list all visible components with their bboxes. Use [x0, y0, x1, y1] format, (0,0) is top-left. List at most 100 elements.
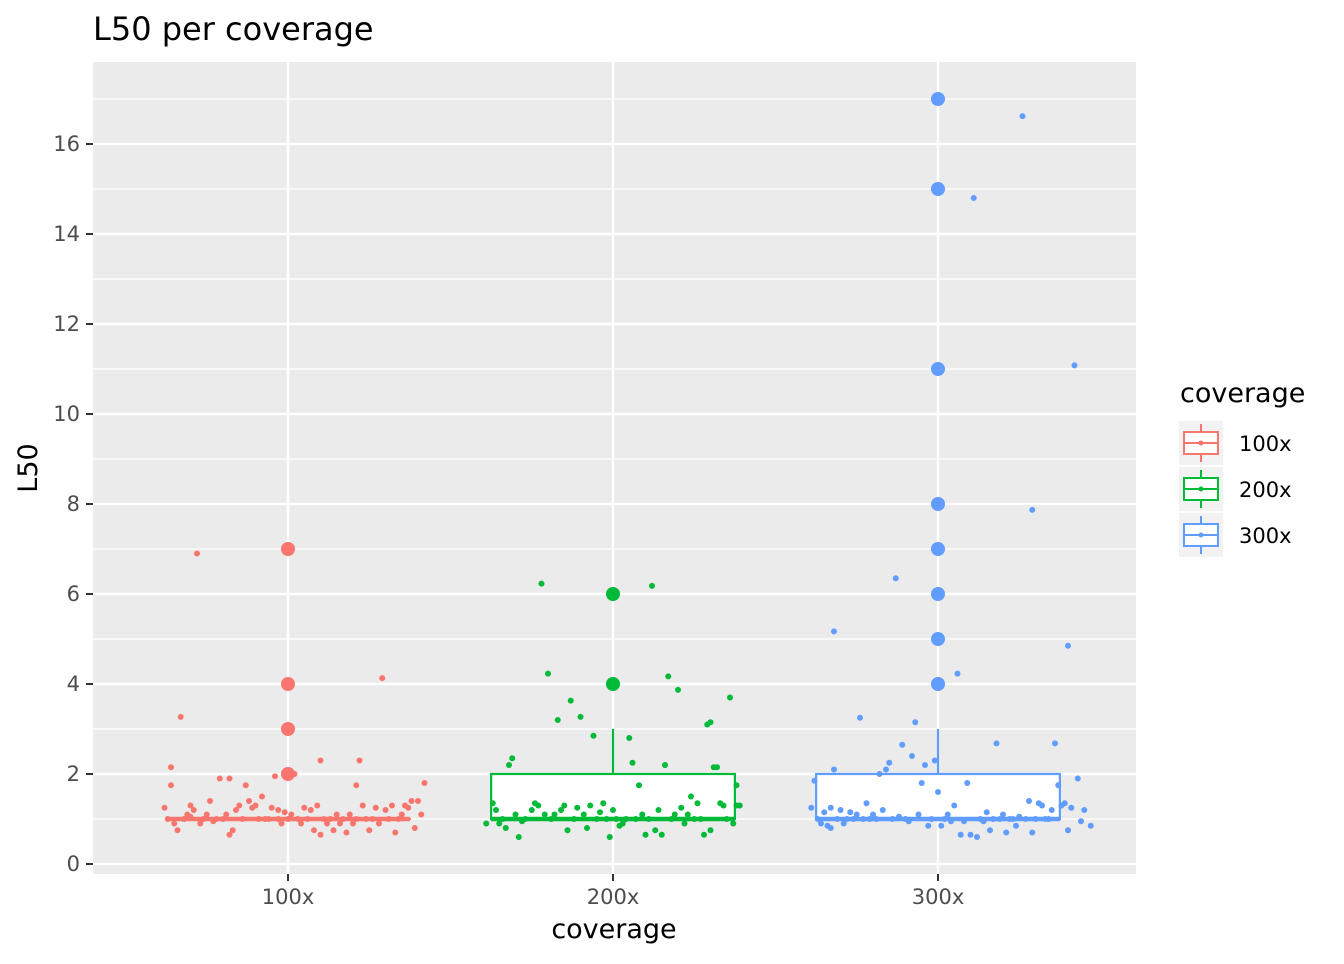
- jitter-point-100x: [272, 773, 278, 779]
- jitter-point-100x: [363, 816, 369, 822]
- jitter-point-300x: [912, 719, 918, 725]
- jitter-point-300x: [1075, 776, 1081, 782]
- jitter-point-300x: [1010, 816, 1016, 822]
- jitter-point-100x: [165, 816, 171, 822]
- jitter-point-200x: [500, 816, 506, 822]
- jitter-point-300x: [932, 758, 938, 764]
- jitter-point-100x: [194, 551, 200, 557]
- legend-title: coverage: [1180, 378, 1305, 409]
- jitter-point-100x: [168, 764, 174, 770]
- jitter-point-100x: [340, 816, 346, 822]
- legend-label: 300x: [1239, 524, 1292, 548]
- jitter-point-300x: [1020, 113, 1026, 119]
- jitter-point-100x: [246, 798, 252, 804]
- jitter-point-300x: [880, 807, 886, 813]
- jitter-point-300x: [821, 809, 827, 815]
- jitter-point-300x: [1029, 507, 1035, 513]
- jitter-point-200x: [626, 735, 632, 741]
- jitter-point-300x: [890, 816, 896, 822]
- outlier-point: [281, 722, 295, 736]
- jitter-point-300x: [981, 818, 987, 824]
- jitter-point-200x: [539, 581, 545, 587]
- jitter-point-100x: [422, 780, 428, 786]
- jitter-point-200x: [639, 812, 645, 818]
- jitter-point-300x: [847, 809, 853, 815]
- jitter-point-300x: [886, 760, 892, 766]
- jitter-point-100x: [256, 816, 262, 822]
- jitter-point-300x: [1078, 818, 1084, 824]
- jitter-point-100x: [217, 776, 223, 782]
- jitter-point-300x: [984, 809, 990, 815]
- jitter-point-300x: [1065, 827, 1071, 833]
- jitter-point-200x: [483, 821, 489, 827]
- jitter-point-200x: [493, 807, 499, 813]
- jitter-point-100x: [305, 816, 311, 822]
- jitter-point-100x: [327, 816, 333, 822]
- jitter-point-200x: [568, 698, 574, 704]
- jitter-point-300x: [938, 823, 944, 829]
- jitter-point-200x: [643, 832, 649, 838]
- jitter-point-200x: [506, 762, 512, 768]
- jitter-point-100x: [308, 807, 314, 813]
- jitter-point-300x: [968, 832, 974, 838]
- legend-label: 100x: [1239, 432, 1292, 456]
- jitter-point-200x: [691, 816, 697, 822]
- jitter-point-100x: [188, 814, 194, 820]
- jitter-point-300x: [958, 832, 964, 838]
- jitter-point-100x: [334, 812, 340, 818]
- jitter-point-200x: [591, 733, 597, 739]
- jitter-point-200x: [656, 807, 662, 813]
- jitter-point-300x: [812, 778, 818, 784]
- jitter-point-100x: [314, 803, 320, 809]
- jitter-point-200x: [623, 816, 629, 822]
- jitter-point-100x: [383, 807, 389, 813]
- jitter-point-300x: [1049, 807, 1055, 813]
- y-tick-label: 2: [67, 762, 80, 786]
- jitter-point-100x: [301, 805, 307, 811]
- jitter-point-200x: [574, 805, 580, 811]
- jitter-point-100x: [178, 714, 184, 720]
- jitter-point-200x: [509, 755, 515, 761]
- outlier-point: [931, 632, 945, 646]
- jitter-point-200x: [613, 816, 619, 822]
- jitter-point-200x: [513, 812, 519, 818]
- jitter-point-300x: [994, 740, 1000, 746]
- outlier-point: [281, 542, 295, 556]
- jitter-point-200x: [535, 803, 541, 809]
- jitter-point-100x: [418, 812, 424, 818]
- jitter-point-100x: [207, 798, 213, 804]
- jitter-point-300x: [877, 771, 883, 777]
- outlier-point: [931, 542, 945, 556]
- jitter-point-200x: [594, 816, 600, 822]
- legend-point: [1199, 487, 1204, 492]
- jitter-point-300x: [961, 818, 967, 824]
- jitter-point-300x: [906, 818, 912, 824]
- jitter-point-100x: [415, 798, 421, 804]
- jitter-point-200x: [571, 816, 577, 822]
- jitter-point-300x: [896, 814, 902, 820]
- jitter-point-200x: [714, 764, 720, 770]
- outlier-point: [931, 587, 945, 601]
- jitter-point-100x: [171, 821, 177, 827]
- jitter-point-300x: [1013, 823, 1019, 829]
- jitter-point-300x: [951, 803, 957, 809]
- jitter-point-300x: [925, 823, 931, 829]
- jitter-point-100x: [318, 758, 324, 764]
- jitter-point-300x: [948, 818, 954, 824]
- jitter-point-300x: [1065, 643, 1071, 649]
- jitter-point-200x: [633, 816, 639, 822]
- jitter-point-100x: [243, 782, 249, 788]
- x-axis-title: coverage: [551, 914, 676, 945]
- jitter-point-100x: [279, 821, 285, 827]
- jitter-point-200x: [662, 762, 668, 768]
- jitter-point-100x: [379, 675, 385, 681]
- outlier-point: [931, 497, 945, 511]
- x-tick-label: 100x: [262, 885, 315, 909]
- jitter-point-300x: [1052, 740, 1058, 746]
- jitter-point-300x: [1068, 805, 1074, 811]
- jitter-point-300x: [831, 767, 837, 773]
- jitter-point-300x: [1016, 814, 1022, 820]
- jitter-point-100x: [269, 805, 275, 811]
- jitter-point-100x: [353, 816, 359, 822]
- legend-point: [1199, 533, 1204, 538]
